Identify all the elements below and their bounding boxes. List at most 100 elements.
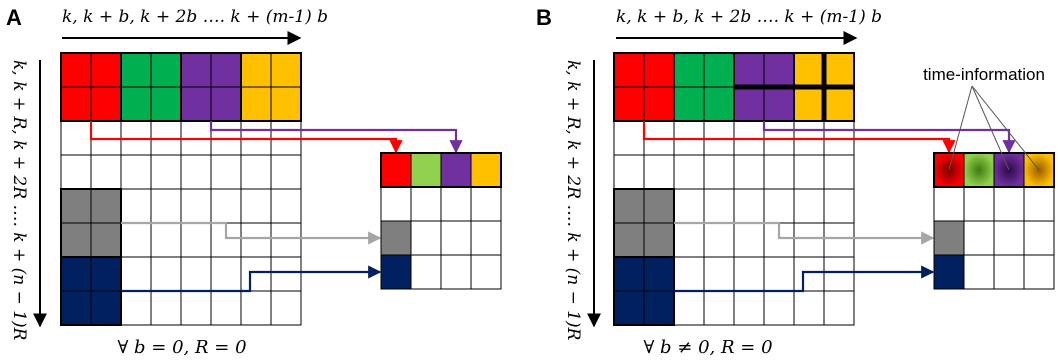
grid-cell [60, 86, 92, 122]
grid-cell [823, 154, 855, 190]
grid-cell [733, 52, 765, 88]
grid-cell [150, 86, 182, 122]
grid-cell [763, 52, 795, 88]
grid-cell [733, 154, 765, 190]
grid-cell [270, 52, 302, 88]
grid-cell [613, 120, 645, 156]
grid-cell [270, 154, 302, 190]
grid-cell [90, 154, 122, 190]
panel-a: A k, k + b, k + 2b …. k + (m-1) b k, k +… [6, 5, 502, 358]
grid-cell [703, 52, 735, 88]
grid-cell [180, 52, 212, 88]
small-grid-cell [993, 220, 1025, 256]
grid-cell [613, 256, 645, 292]
grid-cell [823, 52, 855, 88]
grid-cell [150, 290, 182, 326]
grid-cell [120, 222, 152, 258]
grid-cell [673, 52, 705, 88]
grid-cell [703, 222, 735, 258]
small-grid-cell [933, 254, 965, 290]
grid-cell [90, 188, 122, 224]
grid-cell [180, 154, 212, 190]
grid-cell [823, 188, 855, 224]
grid-cell [673, 222, 705, 258]
small-grid-cell [380, 186, 412, 222]
grid-cell [823, 222, 855, 258]
grid-cell [60, 52, 92, 88]
grid-cell [180, 86, 212, 122]
grid-cell [613, 188, 645, 224]
grid-cell [703, 188, 735, 224]
grid-cell [60, 256, 92, 292]
red-arrow [642, 121, 956, 154]
arrow-gray-arrow [674, 221, 935, 245]
small-grid-cell [1023, 220, 1055, 256]
grid-cell [270, 256, 302, 292]
top-index-label: k, k + b, k + 2b …. k + (m-1) b [616, 7, 882, 27]
grid-cell [120, 86, 152, 122]
small-grid-cell [470, 186, 502, 222]
small-grid-cell [933, 186, 965, 222]
panel-letter: A [6, 5, 22, 30]
annotation-lines [948, 85, 1040, 171]
grid-cell [120, 154, 152, 190]
grid-cell [643, 188, 675, 224]
panel-letter: B [536, 5, 552, 30]
small-grid [933, 152, 1055, 290]
grid-cell [763, 86, 795, 122]
small-grid-cell [410, 220, 442, 256]
grid-cell [613, 154, 645, 190]
small-grid-cell [440, 152, 472, 188]
grid-cell [90, 290, 122, 326]
grid-cell [210, 52, 242, 88]
small-grid-cell [380, 254, 412, 290]
grid-cell [613, 86, 645, 122]
grid-cell [673, 86, 705, 122]
top-index-label: k, k + b, k + 2b …. k + (m-1) b [62, 7, 328, 27]
grid-cell [90, 222, 122, 258]
grid-cell [673, 256, 705, 292]
grid-cell [703, 290, 735, 326]
grid-cell [643, 256, 675, 292]
panel-caption: ∀ b ≠ 0, R = 0 [643, 337, 772, 358]
panel-caption: ∀ b = 0, R = 0 [117, 337, 246, 358]
arrows [642, 121, 1016, 293]
grid-cell [763, 290, 795, 326]
grid-cell [180, 290, 212, 326]
grid-cell [823, 86, 855, 122]
grid-cell [763, 188, 795, 224]
grid-cell [90, 256, 122, 292]
small-grid-cell [993, 254, 1025, 290]
main-grid [60, 52, 302, 326]
grid-cell [733, 256, 765, 292]
grid-cell [673, 290, 705, 326]
small-grid-top-outline [380, 152, 502, 188]
grid-cell [150, 188, 182, 224]
grid-cell [180, 222, 212, 258]
small-grid-cell [440, 254, 472, 290]
grid-cell [793, 256, 825, 292]
grid-cell [643, 86, 675, 122]
grid-cell [180, 188, 212, 224]
small-grid-cell [410, 186, 442, 222]
grid-cell [613, 52, 645, 88]
grid-cell [240, 86, 272, 122]
grid-cell [60, 222, 92, 258]
grid-cell [150, 256, 182, 292]
small-grid-cell [963, 152, 995, 188]
small-grid-cell [470, 254, 502, 290]
grid-cell [240, 222, 272, 258]
grid-cell [270, 222, 302, 258]
grid-cell [793, 222, 825, 258]
small-grid-top-outline [933, 152, 1055, 188]
arrow-gray-arrow [121, 221, 382, 245]
small-grid-cell [1023, 186, 1055, 222]
grid-cell [120, 52, 152, 88]
navy-arrow [121, 265, 382, 293]
annotation-line [971, 85, 1040, 171]
grid-cell [673, 188, 705, 224]
grid-cell [643, 154, 675, 190]
grid-cell [793, 154, 825, 190]
small-grid-cell [380, 220, 412, 256]
